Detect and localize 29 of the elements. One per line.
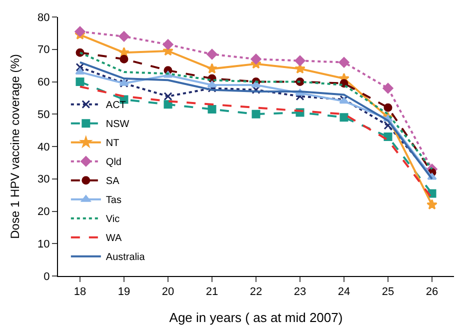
x-axis-title: Age in years ( as at mid 2007) bbox=[169, 310, 343, 325]
x-tick-label: 21 bbox=[206, 286, 218, 298]
y-tick-label: 20 bbox=[38, 206, 50, 218]
legend-label: NT bbox=[106, 138, 120, 150]
x-tick-label: 24 bbox=[338, 286, 350, 298]
legend-label: WA bbox=[106, 233, 122, 244]
legend-label: ACT bbox=[106, 100, 126, 112]
x-tick-label: 19 bbox=[118, 286, 130, 298]
y-tick-label: 0 bbox=[44, 270, 50, 283]
y-tick-label: 10 bbox=[38, 238, 50, 250]
y-tick-label: 50 bbox=[38, 108, 50, 121]
y-tick-label: 40 bbox=[38, 141, 50, 154]
x-tick-label: 22 bbox=[250, 286, 262, 298]
legend-label: Vic bbox=[106, 214, 120, 226]
y-axis-title: Dose 1 HPV vaccine coverage (%) bbox=[8, 54, 22, 239]
x-tick-label: 23 bbox=[294, 286, 306, 298]
y-tick-label: 30 bbox=[38, 174, 50, 186]
y-tick-label: 80 bbox=[38, 12, 50, 24]
legend-label: Tas bbox=[106, 195, 122, 206]
legend-label: Qld bbox=[106, 157, 122, 168]
legend-label: SA bbox=[106, 176, 120, 188]
x-tick-label: 20 bbox=[162, 286, 174, 298]
x-tick-label: 18 bbox=[74, 286, 86, 298]
y-tick-label: 60 bbox=[38, 76, 50, 89]
x-tick-label: 26 bbox=[426, 286, 438, 298]
x-tick-label: 25 bbox=[382, 286, 394, 298]
legend-label: NSW bbox=[106, 119, 130, 130]
y-tick-label: 70 bbox=[38, 44, 50, 56]
legend-label: Australia bbox=[106, 252, 146, 264]
